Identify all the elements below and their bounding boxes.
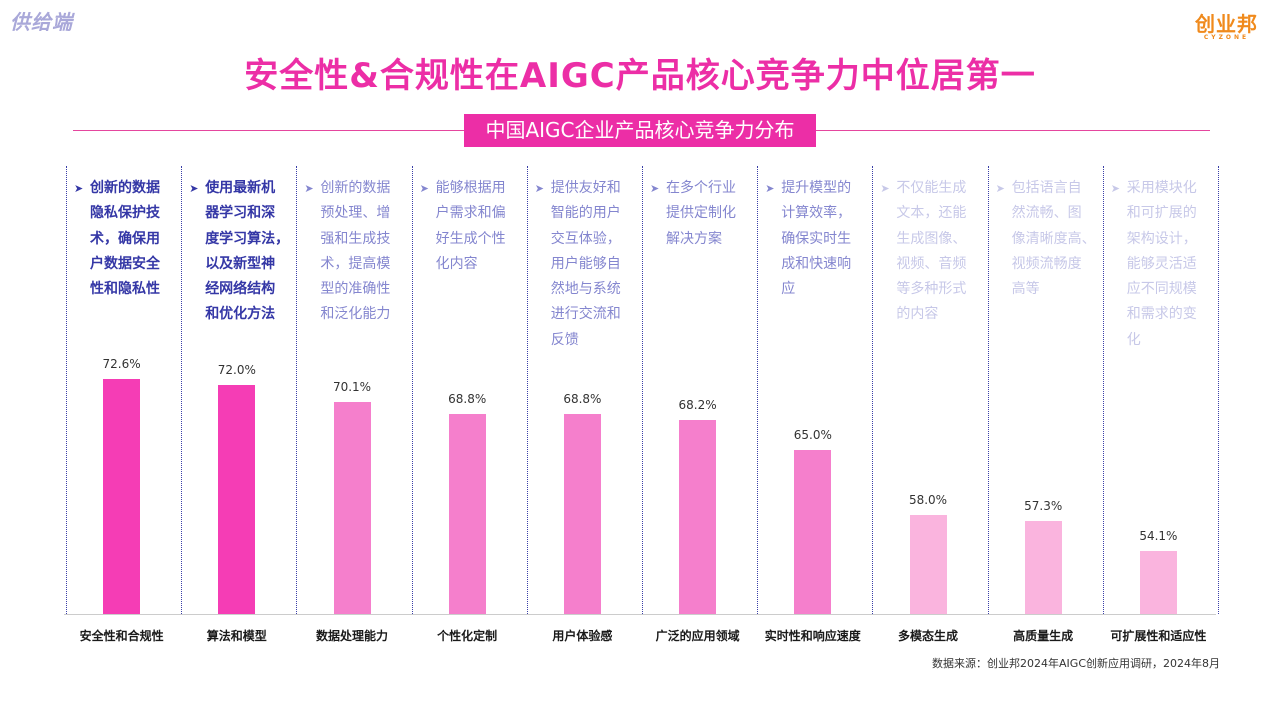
bullet-arrow-icon: ➤ — [765, 182, 775, 195]
feature-description: ➤ 提升模型的 计算效率， 确保实时生 成和快速响应 — [765, 176, 865, 302]
bar-6 — [679, 419, 717, 614]
brand-logo: 创业邦 CYZONE — [1195, 14, 1258, 41]
category-label: 算法和模型 — [206, 629, 267, 643]
column-divider — [757, 166, 759, 614]
column-divider — [411, 166, 413, 614]
feature-description-text: 提供友好和 智能的用户 交互体验， 用户能够自 然地与系统 进行交流和 反馈 — [550, 180, 621, 348]
bar-value-label: 68.2% — [678, 397, 717, 412]
category-label: 用户体验感 — [552, 629, 613, 643]
bullet-arrow-icon: ➤ — [304, 182, 314, 195]
bullet-arrow-icon: ➤ — [1110, 182, 1121, 195]
bar-8 — [909, 514, 947, 614]
bar-value-label: 58.0% — [908, 492, 948, 507]
bar-4 — [448, 414, 486, 614]
feature-description: ➤ 使用最新机 器学习和深 度学习算法， 以及新型神 经网络结构 和优化方法 — [189, 176, 289, 328]
feature-description-text: 创新的数据 隐私保护技 术，确保用 户数据安全 性和隐私性 — [90, 180, 160, 298]
feature-description: ➤ 提供友好和 智能的用户 交互体验， 用户能够自 然地与系统 进行交流和 反馈 — [535, 176, 635, 353]
category-label: 可扩展性和适应性 — [1110, 629, 1207, 643]
data-source: 数据来源：创业邦2024年AIGC创新应用调研，2024年8月 — [932, 657, 1220, 670]
column-divider — [66, 166, 67, 614]
feature-description: ➤ 创新的数据 隐私保护技 术，确保用 户数据安全 性和隐私性 — [74, 176, 174, 302]
feature-description: ➤ 采用模块化 和可扩展的 架构设计， 能够灵活适 应不同规模 和需求的变化 — [1111, 176, 1211, 353]
feature-description-text: 不仅能生成 文本，还能 生成图像、 视频、音频 等多种形式 的内容 — [896, 180, 967, 323]
bar-value-label: 72.6% — [102, 356, 141, 371]
bar-3 — [333, 402, 371, 614]
bullet-arrow-icon: ➤ — [74, 182, 84, 195]
bar-1 — [103, 378, 141, 614]
category-label: 多模态生成 — [897, 629, 958, 643]
bullet-arrow-icon: ➤ — [534, 182, 545, 195]
bullet-arrow-icon: ➤ — [880, 182, 890, 195]
bar-value-label: 72.0% — [217, 362, 256, 377]
category-label: 个性化定制 — [437, 629, 498, 643]
column-divider — [642, 166, 643, 614]
bar-value-label: 68.8% — [448, 392, 487, 407]
bar-value-label: 70.1% — [332, 380, 372, 395]
feature-description-text: 包括语言自 然流畅、图 像清晰度高、 视频流畅度 高等 — [1011, 180, 1096, 298]
logo-mark: 创业邦 — [1195, 12, 1258, 36]
bar-value-label: 54.1% — [1139, 528, 1178, 543]
category-label: 数据处理能力 — [315, 629, 388, 643]
feature-description: ➤ 创新的数据 预处理、增 强和生成技 术，提高模 型的准确性 和泛化能力 — [304, 176, 404, 328]
column-divider — [1218, 166, 1219, 614]
column-divider — [181, 166, 183, 614]
feature-description-text: 采用模块化 和可扩展的 架构设计， 能够灵活适 应不同规模 和需求的变化 — [1126, 180, 1197, 348]
bar-2 — [218, 384, 256, 614]
section-tag: 供给端 — [10, 10, 73, 34]
bar-value-label: 68.8% — [563, 392, 602, 407]
feature-description: ➤ 在多个行业 提供定制化 解决方案 — [650, 176, 750, 252]
bullet-arrow-icon: ➤ — [189, 182, 199, 195]
feature-description-text: 提升模型的 计算效率， 确保实时生 成和快速响应 — [781, 180, 852, 298]
column-divider — [526, 166, 528, 614]
feature-description-text: 在多个行业 提供定制化 解决方案 — [666, 180, 736, 247]
feature-description-text: 能够根据用 户需求和偏 好生成个性 化内容 — [435, 180, 506, 272]
chart-subtitle: 中国AIGC企业产品核心竞争力分布 — [464, 114, 816, 147]
feature-description: ➤ 能够根据用 户需求和偏 好生成个性 化内容 — [420, 176, 520, 277]
bar-7 — [794, 449, 832, 614]
bar-10 — [1139, 550, 1177, 614]
feature-description: ➤ 包括语言自 然流畅、图 像清晰度高、 视频流畅度 高等 — [996, 176, 1096, 302]
column-divider — [1102, 166, 1104, 614]
bar-value-label: 57.3% — [1024, 499, 1063, 514]
bullet-arrow-icon: ➤ — [995, 182, 1005, 195]
feature-description-text: 创新的数据 预处理、增 强和生成技 术，提高模 型的准确性 和泛化能力 — [320, 180, 391, 323]
bar-value-label: 65.0% — [793, 427, 832, 442]
column-divider — [296, 166, 298, 614]
bar-5 — [563, 414, 601, 614]
column-divider — [987, 166, 989, 614]
category-label: 实时性和响应速度 — [764, 629, 861, 643]
logo-sub: CYZONE — [1203, 34, 1250, 41]
bullet-arrow-icon: ➤ — [419, 182, 429, 195]
column-divider — [872, 166, 874, 614]
chart-baseline — [64, 614, 1216, 615]
category-label: 高质量生成 — [1013, 629, 1074, 643]
bar-9 — [1024, 521, 1062, 614]
category-label: 广泛的应用领域 — [655, 629, 740, 643]
category-label: 安全性和合规性 — [79, 629, 164, 643]
feature-description-text: 使用最新机 器学习和深 度学习算法， 以及新型神 经网络结构 和优化方法 — [205, 180, 290, 323]
page-title: 安全性&合规性在AIGC产品核心竞争力中位居第一 — [244, 56, 1036, 96]
feature-description: ➤ 不仅能生成 文本，还能 生成图像、 视频、音频 等多种形式 的内容 — [880, 176, 980, 328]
bullet-arrow-icon: ➤ — [650, 182, 660, 195]
